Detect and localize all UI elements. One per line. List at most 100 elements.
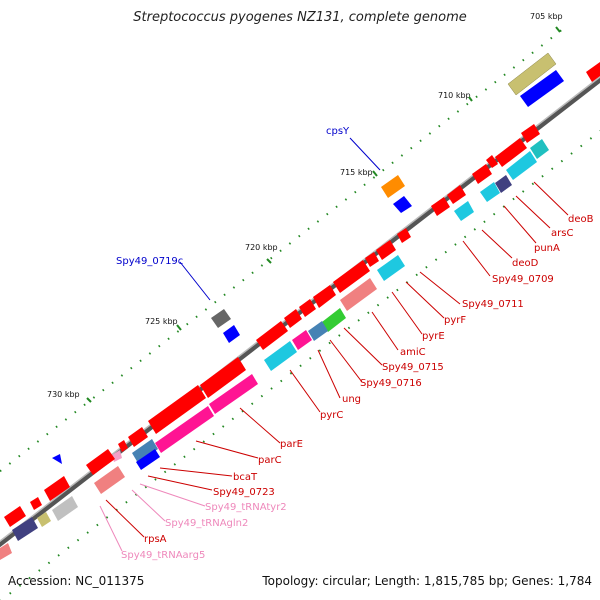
gene-red-j[interactable] — [333, 260, 370, 293]
gene-steel-b[interactable] — [132, 439, 158, 463]
gene-red-a[interactable] — [521, 124, 540, 143]
minor-tick — [192, 447, 196, 451]
gene-lightpink-b[interactable] — [94, 466, 125, 494]
gene-red-c[interactable] — [486, 155, 498, 168]
gene-red-n[interactable] — [256, 321, 288, 350]
gene-red-q[interactable] — [86, 449, 115, 475]
gene-steel-a[interactable] — [308, 321, 328, 341]
gene-cpsY[interactable] — [381, 175, 405, 198]
gene-parE[interactable] — [200, 357, 246, 398]
gene-blue-0719c[interactable] — [223, 325, 240, 343]
gene-green-a[interactable] — [322, 308, 346, 332]
minor-tick — [154, 478, 157, 481]
minor-tick — [447, 117, 450, 121]
label-spy49-0716[interactable]: Spy49_0716 — [360, 378, 422, 389]
gene-red-p[interactable] — [118, 440, 128, 452]
label-bcaT[interactable]: bcaT — [233, 472, 258, 483]
minor-tick — [38, 569, 41, 572]
gene-gray-0719c[interactable] — [211, 309, 231, 328]
label-pyrE[interactable]: pyrE — [422, 331, 445, 342]
minor-tick — [280, 379, 283, 383]
gene-red-d[interactable] — [472, 164, 492, 184]
label-deoD[interactable]: deoD — [512, 258, 539, 269]
gene-red-edge[interactable] — [586, 62, 600, 82]
minor-tick — [494, 80, 497, 84]
gene-blue-small[interactable] — [52, 454, 62, 464]
gene-pink-b[interactable] — [209, 374, 258, 414]
gene-cyan-a[interactable] — [506, 151, 537, 180]
gene-cyan-c[interactable] — [454, 201, 474, 221]
minor-tick — [444, 250, 447, 254]
minor-tick — [363, 183, 366, 187]
minor-tick — [83, 403, 86, 407]
minor-tick — [18, 584, 22, 587]
gene-red-o[interactable] — [128, 427, 148, 447]
tick-label-715: 715 kbp — [340, 168, 373, 177]
gene-parC[interactable] — [148, 385, 206, 434]
minor-tick — [400, 154, 404, 157]
label-rpsA[interactable]: rpsA — [144, 534, 167, 545]
gene-cyan-e[interactable] — [264, 341, 297, 371]
gene-red-l[interactable] — [299, 299, 316, 317]
label-punA[interactable]: punA — [534, 243, 560, 254]
minor-tick — [316, 220, 320, 223]
minor-tick — [18, 454, 21, 458]
minor-tick — [559, 29, 562, 33]
label-spy49-tRNAgln2[interactable]: Spy49_tRNAgln2 — [165, 518, 248, 529]
label-parC[interactable]: parC — [258, 455, 282, 466]
gene-navy-a[interactable] — [495, 175, 512, 193]
gene-red-h[interactable] — [376, 240, 396, 260]
gene-red-g[interactable] — [397, 228, 411, 243]
gene-silver-a[interactable] — [52, 496, 78, 521]
gene-pink-a[interactable] — [292, 330, 312, 350]
label-cpsY[interactable]: cpsY — [326, 126, 350, 137]
minor-tick — [550, 36, 553, 40]
label-pyrF[interactable]: pyrF — [444, 315, 466, 326]
label-spy49-0715[interactable]: Spy49_0715 — [382, 362, 444, 373]
gene-teal-a[interactable] — [530, 139, 549, 159]
gene-lightpink-a[interactable] — [340, 278, 377, 311]
label-spy49-0711[interactable]: Spy49_0711 — [462, 299, 524, 310]
gene-cyan-d[interactable] — [377, 255, 405, 281]
gene-red-b[interactable] — [495, 138, 527, 167]
label-ung[interactable]: ung — [342, 394, 361, 405]
tick-label-705: 705 kbp — [530, 12, 563, 21]
gene-red-i[interactable] — [365, 252, 379, 267]
minor-tick — [396, 288, 399, 292]
label-arsC[interactable]: arsC — [551, 228, 573, 239]
minor-tick — [176, 330, 180, 333]
label-spy49-tRNAarg5[interactable]: Spy49_tRNAarg5 — [121, 550, 205, 561]
gene-red-k[interactable] — [313, 285, 336, 308]
gene-cyan-b[interactable] — [480, 182, 500, 202]
gene-olive-b[interactable] — [37, 512, 51, 527]
gene-red-e[interactable] — [447, 185, 466, 204]
gene-olive-top[interactable] — [507, 52, 557, 96]
label-parE[interactable]: parE — [280, 439, 303, 450]
gene-lightpink-c[interactable] — [0, 543, 12, 560]
minor-tick — [502, 205, 506, 208]
label-spy49-0723[interactable]: Spy49_0723 — [213, 487, 275, 498]
gene-red-t[interactable] — [30, 497, 42, 510]
gene-red-s[interactable] — [4, 506, 26, 527]
gene-blue-top[interactable] — [520, 70, 564, 107]
gene-navy-b[interactable] — [12, 517, 38, 541]
gene-red-m[interactable] — [284, 309, 302, 328]
minor-tick — [92, 396, 96, 399]
minor-tick — [347, 326, 351, 330]
minor-tick — [367, 311, 370, 314]
gene-red-f[interactable] — [431, 197, 450, 216]
label-spy49-tRNAtyr2[interactable]: Spy49_tRNAtyr2 — [205, 502, 287, 513]
label-spy49-0709[interactable]: Spy49_0709 — [492, 274, 554, 285]
label-pyrC[interactable]: pyrC — [320, 410, 343, 421]
minor-tick — [484, 88, 488, 91]
gene-blue-cpsY[interactable] — [393, 196, 412, 213]
minor-tick — [521, 190, 525, 193]
label-spy49-0719c[interactable]: Spy49_0719c — [116, 256, 183, 267]
tick-labels: 705 kbp 710 kbp 715 kbp 720 kbp 725 kbp … — [47, 12, 563, 399]
gene-pink-c[interactable] — [155, 406, 214, 453]
gene-blue-b[interactable] — [136, 449, 160, 470]
gene-red-r[interactable] — [44, 476, 70, 501]
minor-tick — [0, 469, 2, 473]
label-deoB[interactable]: deoB — [568, 214, 594, 225]
label-amiC[interactable]: amiC — [400, 347, 426, 358]
